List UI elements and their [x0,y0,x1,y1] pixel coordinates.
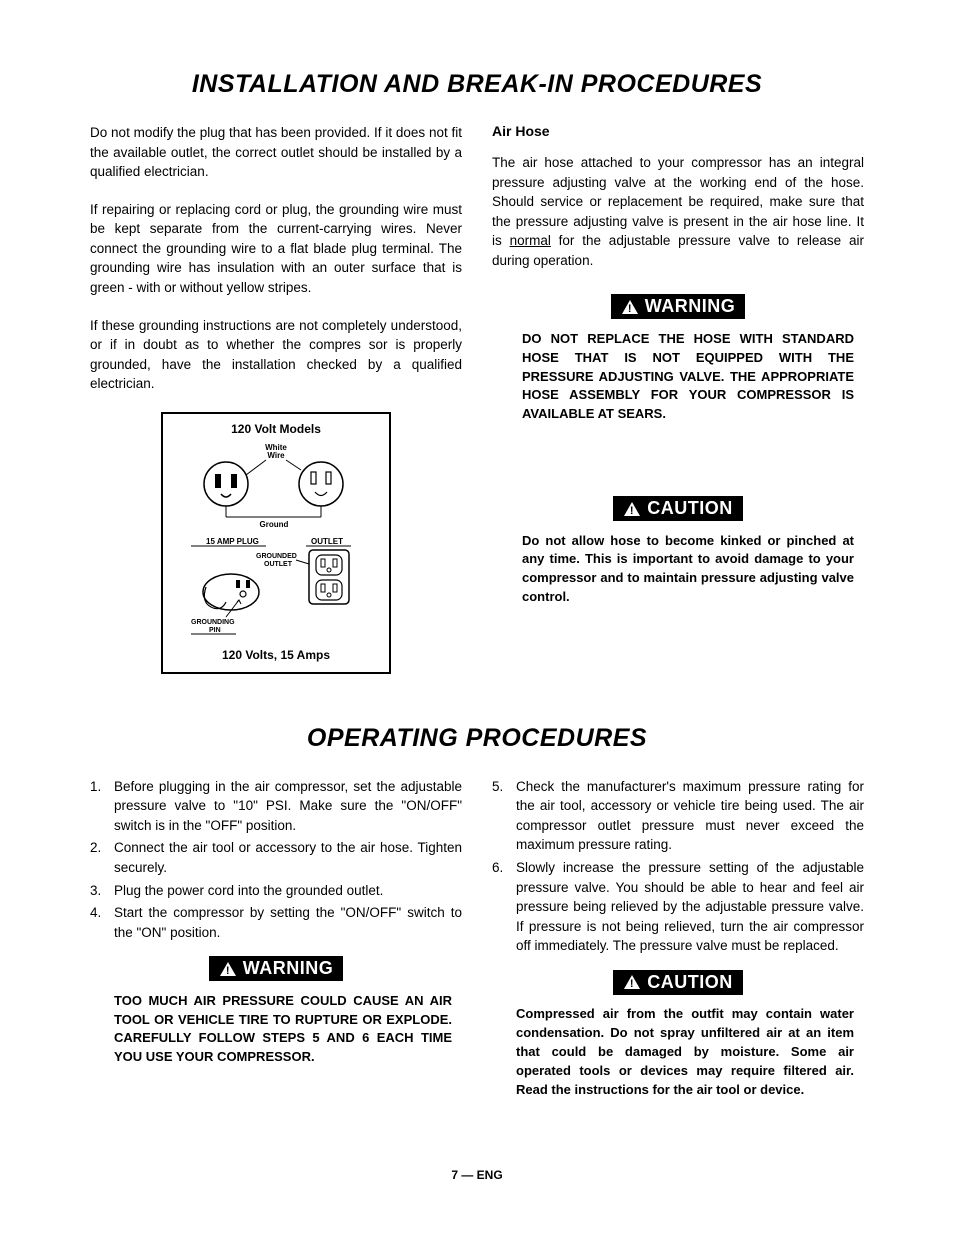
svg-text:OUTLET: OUTLET [264,561,293,568]
list-num: 4. [90,903,114,942]
warning-box-hose: ! WARNING [611,294,746,319]
para-grounding-wire: If repairing or replacing cord or plug, … [90,200,462,298]
section1-right-col: Air Hose The air hose attached to your c… [492,123,864,704]
list-num: 6. [492,858,516,956]
diagram-bottom-label: 120 Volts, 15 Amps [171,648,381,662]
diagram-title: 120 Volt Models [171,422,381,436]
para-plug-modify: Do not modify the plug that has been pro… [90,123,462,182]
list-item: 3. Plug the power cord into the grounded… [90,881,462,901]
warning-notice-wrap-1: ! WARNING [492,294,864,320]
para-air-hose: The air hose attached to your compressor… [492,153,864,270]
section2-columns: 1. Before plugging in the air compressor… [90,777,864,1118]
warning-text-hose: DO NOT REPLACE THE HOSE WITH STANDARD HO… [522,330,854,424]
svg-text:GROUNDING: GROUNDING [191,619,235,626]
warning-triangle-icon: ! [219,961,237,977]
para-grounding-doubt: If these grounding instructions are not … [90,316,462,394]
svg-text:!: ! [630,978,634,990]
section2-right-col: 5. Check the manufacturer's maximum pres… [492,777,864,1118]
svg-text:Ground: Ground [260,520,289,529]
warning-triangle-icon: ! [621,299,639,315]
list-text: Slowly increase the pressure setting of … [516,858,864,956]
list-item: 5. Check the manufacturer's maximum pres… [492,777,864,855]
operating-list-right: 5. Check the manufacturer's maximum pres… [492,777,864,956]
caution-label-1: CAUTION [647,498,733,519]
warn-hose-b: NOT [551,331,578,346]
plug-diagram: 120 Volt Models White Wire [161,412,391,674]
list-text: Connect the air tool or accessory to the… [114,838,462,877]
section1-left-col: Do not modify the plug that has been pro… [90,123,462,704]
caution-text-moisture: Compressed air from the outfit may conta… [516,1005,854,1099]
warning-notice-wrap-2: ! WARNING [90,956,462,982]
list-text: Check the manufacturer's maximum pressur… [516,777,864,855]
svg-text:GROUNDED: GROUNDED [256,553,297,560]
caution-triangle-icon: ! [623,501,641,517]
list-num: 1. [90,777,114,836]
air-hose-text-normal: normal [510,233,551,248]
section2-left-col: 1. Before plugging in the air compressor… [90,777,462,1118]
caution-notice-wrap-2: ! CAUTION [492,970,864,996]
plug-outlet-diagram-svg: White Wire Ground 15 AM [171,442,381,642]
caution-label-2: CAUTION [647,972,733,993]
section-title-operating: OPERATING PROCEDURES [90,724,864,753]
caution-notice-wrap-1: ! CAUTION [492,496,864,522]
caution-box-kink: ! CAUTION [613,496,743,521]
air-hose-heading: Air Hose [492,123,864,139]
warn-hose-a: DO [522,331,551,346]
list-num: 3. [90,881,114,901]
section1-columns: Do not modify the plug that has been pro… [90,123,864,704]
caution-text-kink: Do not allow hose to become kinked or pi… [522,532,854,607]
svg-text:!: ! [226,965,230,977]
svg-text:!: ! [628,303,632,315]
caution-box-moisture: ! CAUTION [613,970,743,995]
warning-box-pressure: ! WARNING [209,956,344,981]
warning-label-2: WARNING [243,958,334,979]
section-title-installation: INSTALLATION AND BREAK-IN PROCEDURES [90,70,864,99]
list-item: 2. Connect the air tool or accessory to … [90,838,462,877]
warning-label-1: WARNING [645,296,736,317]
list-text: Before plugging in the air compressor, s… [114,777,462,836]
list-item: 1. Before plugging in the air compressor… [90,777,462,836]
page-number: 7 — ENG [90,1168,864,1182]
list-text: Start the compressor by setting the "ON/… [114,903,462,942]
list-item: 6. Slowly increase the pressure setting … [492,858,864,956]
svg-text:PIN: PIN [209,627,221,634]
list-item: 4. Start the compressor by setting the "… [90,903,462,942]
svg-text:OUTLET: OUTLET [311,537,343,546]
svg-text:!: ! [630,505,634,517]
list-num: 2. [90,838,114,877]
warning-text-pressure: TOO MUCH AIR PRESSURE COULD CAUSE AN AIR… [114,992,452,1067]
svg-text:Wire: Wire [267,451,285,460]
svg-text:15 AMP PLUG: 15 AMP PLUG [206,537,259,546]
list-num: 5. [492,777,516,855]
caution-triangle-icon: ! [623,974,641,990]
list-text: Plug the power cord into the grounded ou… [114,881,383,901]
operating-list-left: 1. Before plugging in the air compressor… [90,777,462,943]
